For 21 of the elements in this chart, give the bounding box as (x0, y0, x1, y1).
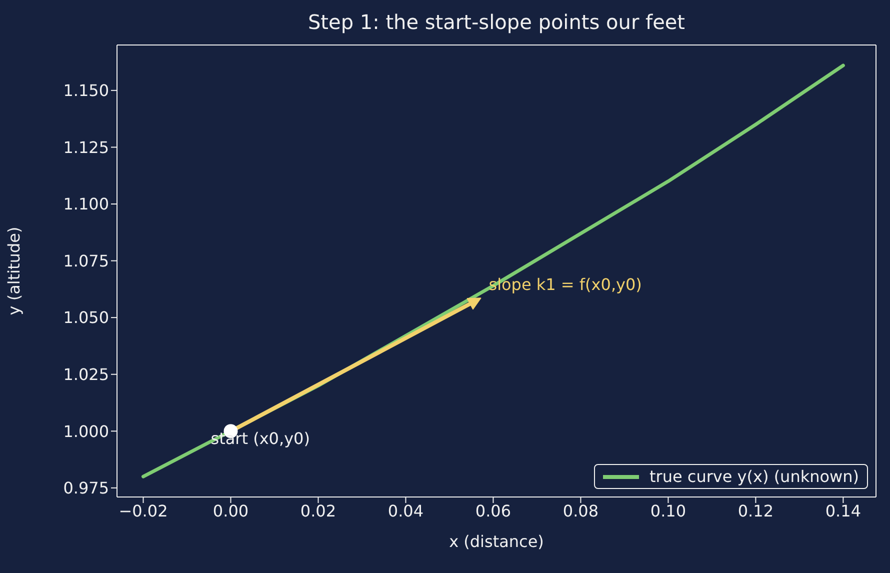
y-tick-label: 1.100 (63, 194, 109, 214)
x-axis-title: x (distance) (449, 532, 544, 551)
y-tick-label: 1.025 (63, 365, 109, 384)
chart-title: Step 1: the start-slope points our feet (306, 10, 686, 34)
y-tick-label: 1.000 (63, 422, 109, 441)
y-tick-label: 1.050 (63, 308, 109, 328)
x-tick-label: 0.12 (738, 501, 774, 520)
y-tick-label: 1.075 (63, 251, 109, 270)
x-tick-label: 0.14 (825, 501, 862, 520)
x-tick-label: 0.06 (475, 501, 512, 520)
x-tick-label: 0.02 (300, 501, 336, 520)
y-tick-label: 0.975 (63, 478, 109, 498)
y-axis-title: y (altitude) (4, 226, 24, 316)
x-tick-label: 0.04 (388, 501, 424, 520)
x-tick-label: 0.10 (650, 501, 686, 520)
y-tick-label: 1.150 (63, 81, 109, 100)
x-tick-label: −0.02 (118, 501, 168, 520)
y-tick-label: 1.125 (63, 138, 109, 157)
x-tick-label: 0.08 (562, 501, 599, 520)
legend-label: true curve y(x) (unknown) (649, 467, 859, 486)
x-tick-label: 0.00 (212, 501, 249, 520)
